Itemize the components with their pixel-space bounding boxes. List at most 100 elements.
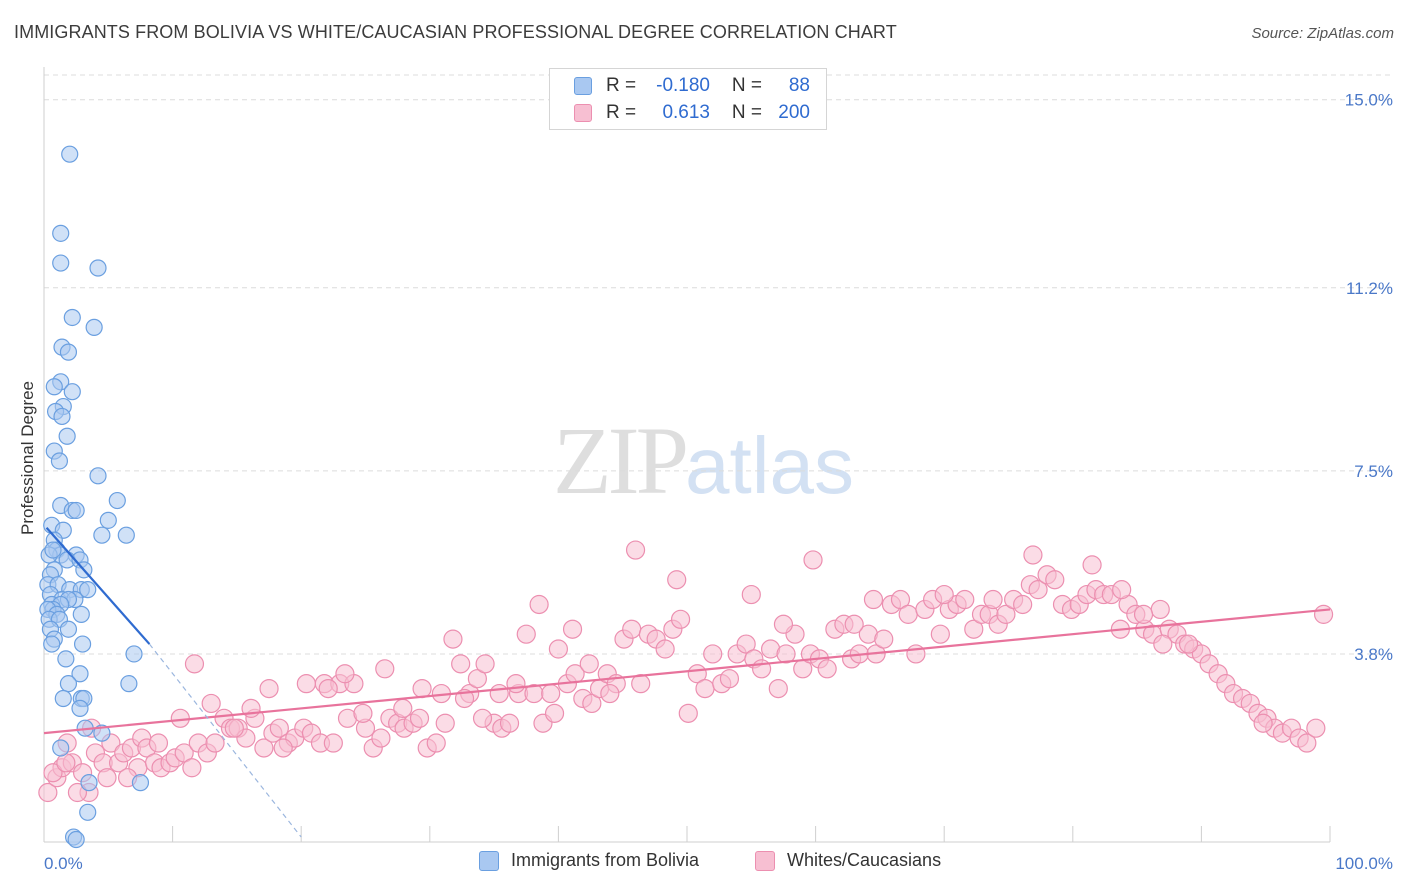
point-bolivia xyxy=(72,605,90,623)
point-bolivia xyxy=(79,581,97,599)
point-whites xyxy=(443,629,463,649)
point-whites xyxy=(506,674,526,694)
bottom-legend-swatch-bolivia xyxy=(479,850,499,871)
point-bolivia xyxy=(125,645,143,663)
legend-n-value-whites: 200 xyxy=(778,102,810,123)
point-whites xyxy=(863,589,884,610)
point-whites xyxy=(803,550,823,570)
point-whites xyxy=(562,619,583,639)
chart-title: IMMIGRANTS FROM BOLIVIA VS WHITE/CAUCASI… xyxy=(14,22,897,42)
bottom-legend-swatch-whites xyxy=(755,850,775,871)
point-whites xyxy=(776,644,796,664)
point-whites xyxy=(224,718,244,738)
y-tick-label: 7.5% xyxy=(1354,462,1393,481)
point-whites xyxy=(1313,604,1334,624)
point-whites xyxy=(273,738,293,758)
point-bolivia xyxy=(52,739,70,757)
y-tick-label: 15.0% xyxy=(1345,91,1393,110)
chart-source: Source: ZipAtlas.com xyxy=(1251,25,1394,42)
point-whites xyxy=(353,703,373,723)
point-whites xyxy=(983,589,1003,610)
point-bolivia xyxy=(93,724,111,742)
point-bolivia xyxy=(120,675,138,693)
point-whites xyxy=(768,678,788,699)
series-bolivia-points xyxy=(39,145,150,849)
point-whites xyxy=(529,594,549,615)
point-bolivia xyxy=(52,254,70,272)
point-bolivia xyxy=(73,635,92,653)
point-whites xyxy=(97,768,117,788)
point-whites xyxy=(1028,580,1048,600)
point-whites xyxy=(655,639,675,659)
point-whites xyxy=(335,664,355,684)
point-bolivia xyxy=(54,689,72,708)
point-bolivia xyxy=(80,774,98,792)
bottom-legend-label-bolivia: Immigrants from Bolivia xyxy=(511,850,700,870)
point-whites xyxy=(1013,594,1033,615)
point-whites xyxy=(489,683,509,704)
point-whites xyxy=(472,708,493,728)
point-whites xyxy=(371,728,391,748)
point-whites xyxy=(67,782,88,803)
point-whites xyxy=(544,703,565,723)
point-bolivia xyxy=(71,699,89,717)
point-whites xyxy=(201,693,221,714)
point-bolivia xyxy=(44,541,62,559)
point-bolivia xyxy=(89,467,107,485)
trend-lines xyxy=(43,527,1331,838)
y-tick-label: 11.2% xyxy=(1346,279,1393,298)
point-whites xyxy=(393,698,413,718)
bottom-legend-bolivia[interactable]: Immigrants from Bolivia xyxy=(479,850,699,871)
point-whites xyxy=(38,782,58,803)
point-bolivia xyxy=(59,343,78,361)
point-whites xyxy=(451,654,471,674)
point-whites xyxy=(182,758,202,778)
legend-n-label: N = xyxy=(731,102,762,123)
point-whites xyxy=(600,683,620,704)
point-whites xyxy=(1306,718,1326,738)
y-axis-title: Professional Degree xyxy=(18,381,37,535)
point-whites xyxy=(741,584,761,605)
point-whites xyxy=(174,743,194,763)
point-whites xyxy=(625,540,646,560)
x-tick-label-min: 0.0% xyxy=(44,854,83,873)
trend-line-whites xyxy=(43,608,1331,735)
point-whites xyxy=(996,604,1016,624)
bottom-legend: Immigrants from Bolivia Whites/Caucasian… xyxy=(0,850,1406,878)
tick-labels: 3.8% 7.5% 11.2% 15.0% 0.0% 100.0% xyxy=(44,91,1393,873)
point-bolivia xyxy=(58,427,76,445)
point-whites xyxy=(170,708,190,728)
series-whites-points xyxy=(38,540,1334,803)
trend-line-bolivia-extension xyxy=(148,643,302,838)
point-bolivia xyxy=(71,665,89,683)
point-whites xyxy=(890,589,911,610)
point-bolivia xyxy=(99,511,117,529)
point-bolivia xyxy=(57,650,75,668)
point-whites xyxy=(1045,570,1065,590)
legend-row-bolivia: R = -0.180 N = 88 xyxy=(574,73,810,99)
legend-n-label: N = xyxy=(731,75,762,96)
point-bolivia xyxy=(108,491,126,510)
point-whites xyxy=(56,753,76,773)
point-bolivia xyxy=(63,308,81,327)
point-whites xyxy=(375,659,395,679)
point-whites xyxy=(930,624,950,644)
point-bolivia xyxy=(63,383,81,401)
point-whites xyxy=(475,654,495,674)
point-bolivia xyxy=(52,224,70,242)
legend-swatch-bolivia xyxy=(574,77,592,95)
point-whites xyxy=(467,669,487,689)
bottom-legend-whites[interactable]: Whites/Caucasians xyxy=(755,850,941,871)
point-whites xyxy=(582,693,602,714)
axes xyxy=(43,67,1331,843)
point-whites xyxy=(548,639,569,659)
bottom-legend-label-whites: Whites/Caucasians xyxy=(787,850,942,870)
point-whites xyxy=(1178,634,1199,654)
point-whites xyxy=(1297,733,1317,753)
grid-lines xyxy=(44,74,1394,655)
point-whites xyxy=(703,644,723,664)
point-whites xyxy=(1023,545,1043,565)
point-whites xyxy=(1153,634,1173,654)
point-whites xyxy=(412,678,432,699)
point-whites xyxy=(898,604,918,624)
